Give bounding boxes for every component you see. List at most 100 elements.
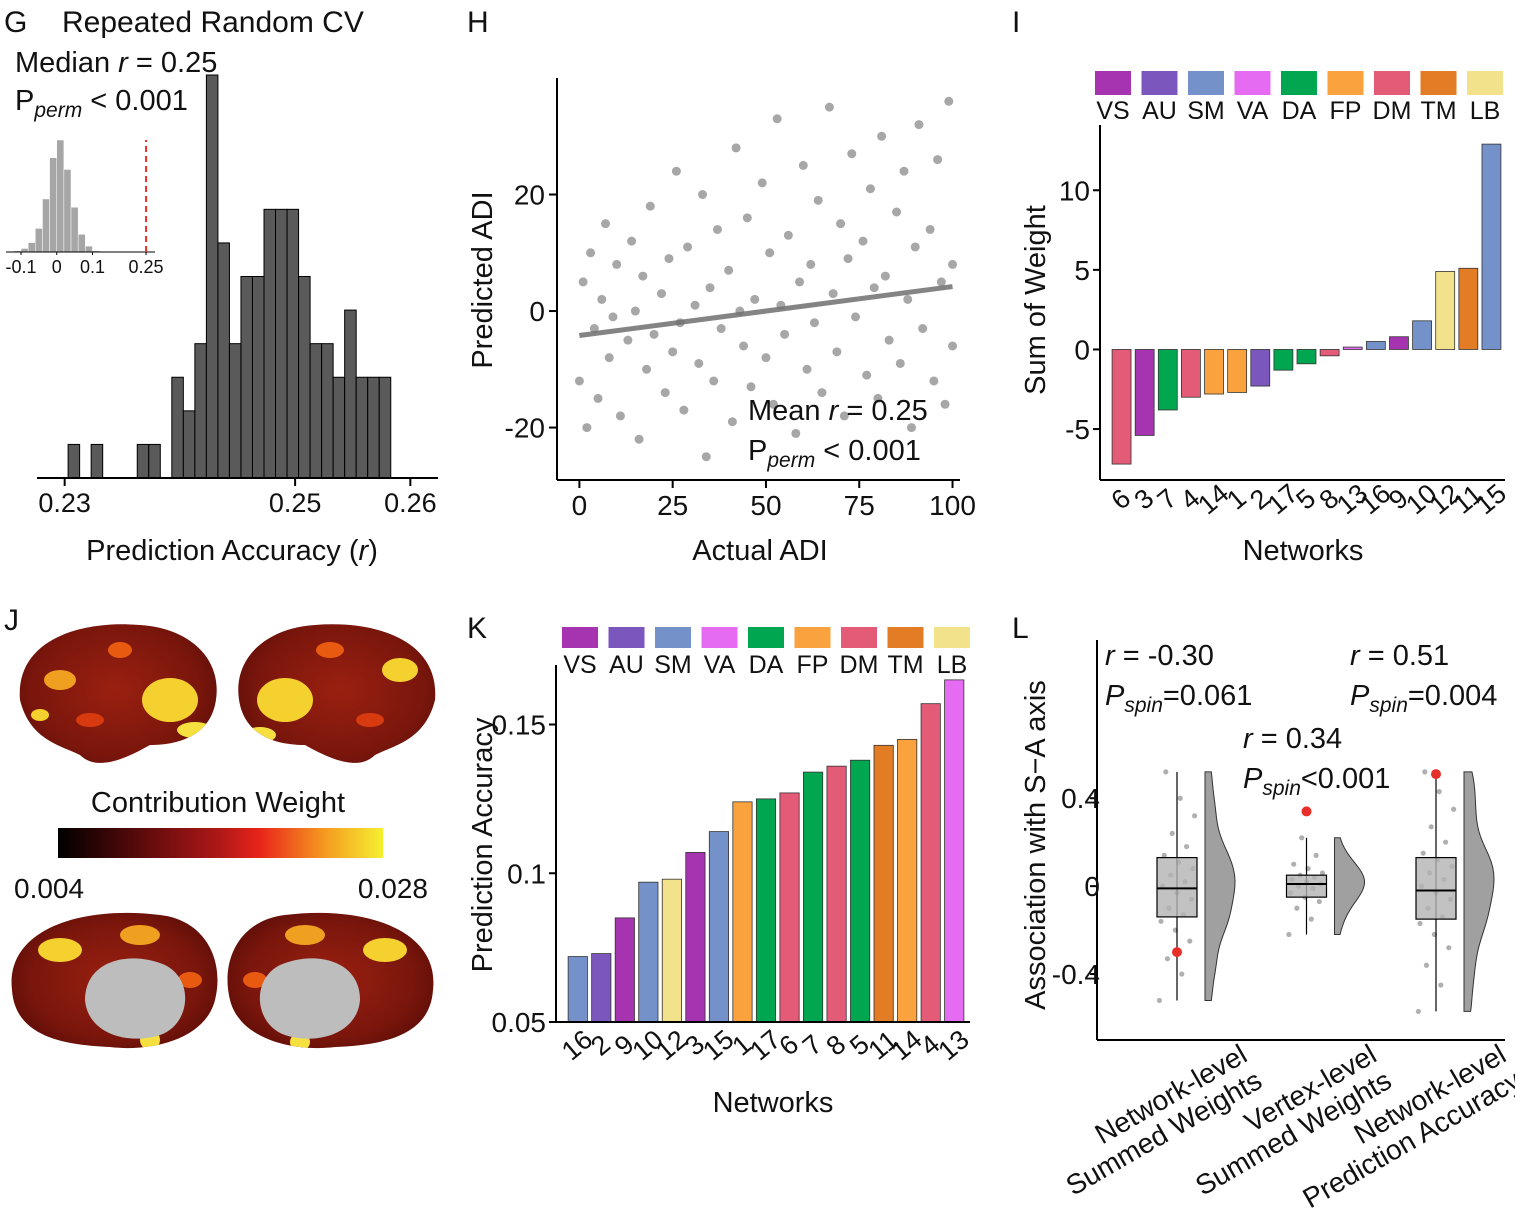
jitter-point	[1415, 1008, 1421, 1015]
annotation-part: spin	[1262, 777, 1301, 800]
annotation-part: r	[1105, 640, 1116, 672]
scatter-point	[832, 347, 842, 357]
panel-letter: I	[1012, 6, 1020, 39]
x-tick-label: 6	[773, 1029, 804, 1062]
jitter-point	[1417, 920, 1423, 927]
x-tick-label: 75	[844, 490, 875, 521]
y-tick-label: 0.1	[507, 858, 546, 889]
histogram-bar	[240, 276, 253, 479]
x-tick-label: 2	[585, 1029, 616, 1062]
inset-bar	[85, 245, 93, 253]
y-tick-label: 5	[1074, 255, 1090, 286]
scatter-point	[906, 423, 916, 433]
annotation: Pspin=0.004	[1350, 680, 1497, 717]
bar	[873, 744, 894, 1023]
annotation-part: = 0.34	[1253, 723, 1343, 755]
scatter-point	[836, 219, 846, 229]
x-tick-label: 25	[657, 490, 688, 521]
x-axis-label-part: )	[368, 535, 378, 567]
scatter-point	[783, 230, 793, 240]
x-axis-label: Networks	[713, 1087, 834, 1119]
annotation: Pspin<0.001	[1243, 763, 1390, 800]
annotation: r = 0.34	[1243, 723, 1342, 755]
x-axis-label: Networks	[1243, 535, 1364, 567]
y-tick-label: 0	[1084, 871, 1100, 902]
legend-swatch	[1188, 71, 1224, 95]
scatter-point	[615, 411, 625, 421]
x-tick-label: 13	[932, 1024, 974, 1066]
scatter-point	[929, 376, 939, 386]
scatter-point	[914, 120, 924, 130]
scatter-point	[627, 236, 637, 246]
scatter-point	[638, 271, 648, 281]
x-tick-label: 1	[1221, 483, 1252, 516]
box	[1285, 874, 1328, 898]
x-tick-label: 50	[750, 490, 781, 521]
bar	[1181, 349, 1201, 398]
histogram-bar	[286, 208, 300, 479]
box	[1156, 856, 1198, 918]
scatter-point	[630, 306, 640, 316]
jitter-point	[1438, 982, 1444, 988]
legend-label: FP	[1330, 97, 1362, 125]
scatter-point	[634, 434, 644, 444]
panel-letter: L	[1012, 612, 1029, 645]
scatter-point	[698, 190, 708, 200]
scatter-point	[948, 259, 958, 269]
histogram-bar	[332, 376, 346, 479]
scatter-point	[795, 277, 805, 287]
scatter-point	[948, 341, 958, 351]
brain-lateral-left	[19, 624, 217, 763]
histogram-bar	[251, 276, 265, 479]
scatter-point	[716, 324, 726, 334]
bar	[1111, 349, 1132, 465]
jitter-point	[1313, 852, 1319, 858]
legend-label: VS	[1096, 97, 1129, 125]
legend-swatch	[701, 627, 738, 648]
annotation-part: = 0.51	[1360, 640, 1450, 672]
bar	[1458, 267, 1479, 350]
bar	[1134, 349, 1155, 436]
x-axis-label: Actual ADI	[692, 535, 827, 567]
bar	[614, 917, 635, 1023]
bar	[1273, 349, 1294, 371]
x-tick-label: 6	[1106, 483, 1137, 516]
scatter-point	[802, 364, 812, 374]
scatter-point	[731, 143, 741, 153]
annotation-part: = -0.30	[1115, 640, 1214, 672]
inset-bar	[35, 228, 43, 253]
legend-swatch	[841, 627, 877, 648]
scatter-point	[604, 353, 614, 363]
y-axis-label: Prediction Accuracy	[467, 717, 499, 972]
observed-point	[1172, 947, 1182, 958]
scatter-point	[839, 411, 849, 421]
legend-label: VA	[1237, 97, 1269, 125]
scatter-point	[578, 277, 588, 287]
scatter-point	[574, 376, 584, 386]
scatter-point	[586, 248, 596, 258]
inset-bar	[77, 234, 86, 253]
scatter-point	[817, 388, 827, 398]
scatter-point	[824, 102, 834, 112]
jitter-point	[1163, 769, 1169, 775]
scatter-point	[612, 259, 622, 269]
jitter-point	[1423, 962, 1429, 968]
bar	[1204, 349, 1224, 395]
bar	[755, 798, 777, 1023]
jitter-point	[1291, 861, 1297, 867]
bar	[1412, 320, 1432, 350]
annotation-part: < 0.001	[82, 85, 188, 117]
legend-label: DM	[840, 651, 879, 679]
histogram-bar	[263, 208, 277, 479]
bar	[567, 956, 588, 1023]
observed-point	[1301, 806, 1312, 817]
bar	[1250, 349, 1271, 387]
scatter-point	[933, 155, 943, 165]
bar	[850, 759, 871, 1023]
scatter-point	[918, 324, 928, 334]
y-axis-label: Sum of Weight	[1020, 205, 1052, 395]
jitter-point	[1179, 971, 1185, 977]
bar	[897, 738, 918, 1023]
jitter-point	[1316, 898, 1322, 905]
